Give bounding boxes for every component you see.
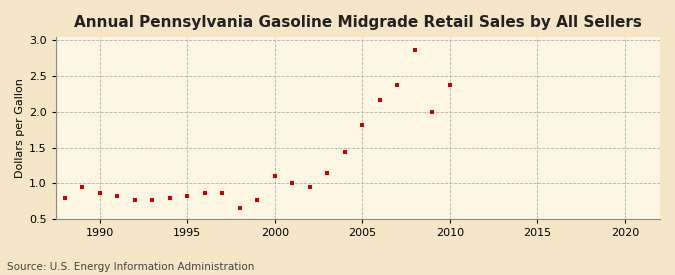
Y-axis label: Dollars per Gallon: Dollars per Gallon: [15, 78, 25, 178]
Text: Source: U.S. Energy Information Administration: Source: U.S. Energy Information Administ…: [7, 262, 254, 272]
Title: Annual Pennsylvania Gasoline Midgrade Retail Sales by All Sellers: Annual Pennsylvania Gasoline Midgrade Re…: [74, 15, 642, 30]
